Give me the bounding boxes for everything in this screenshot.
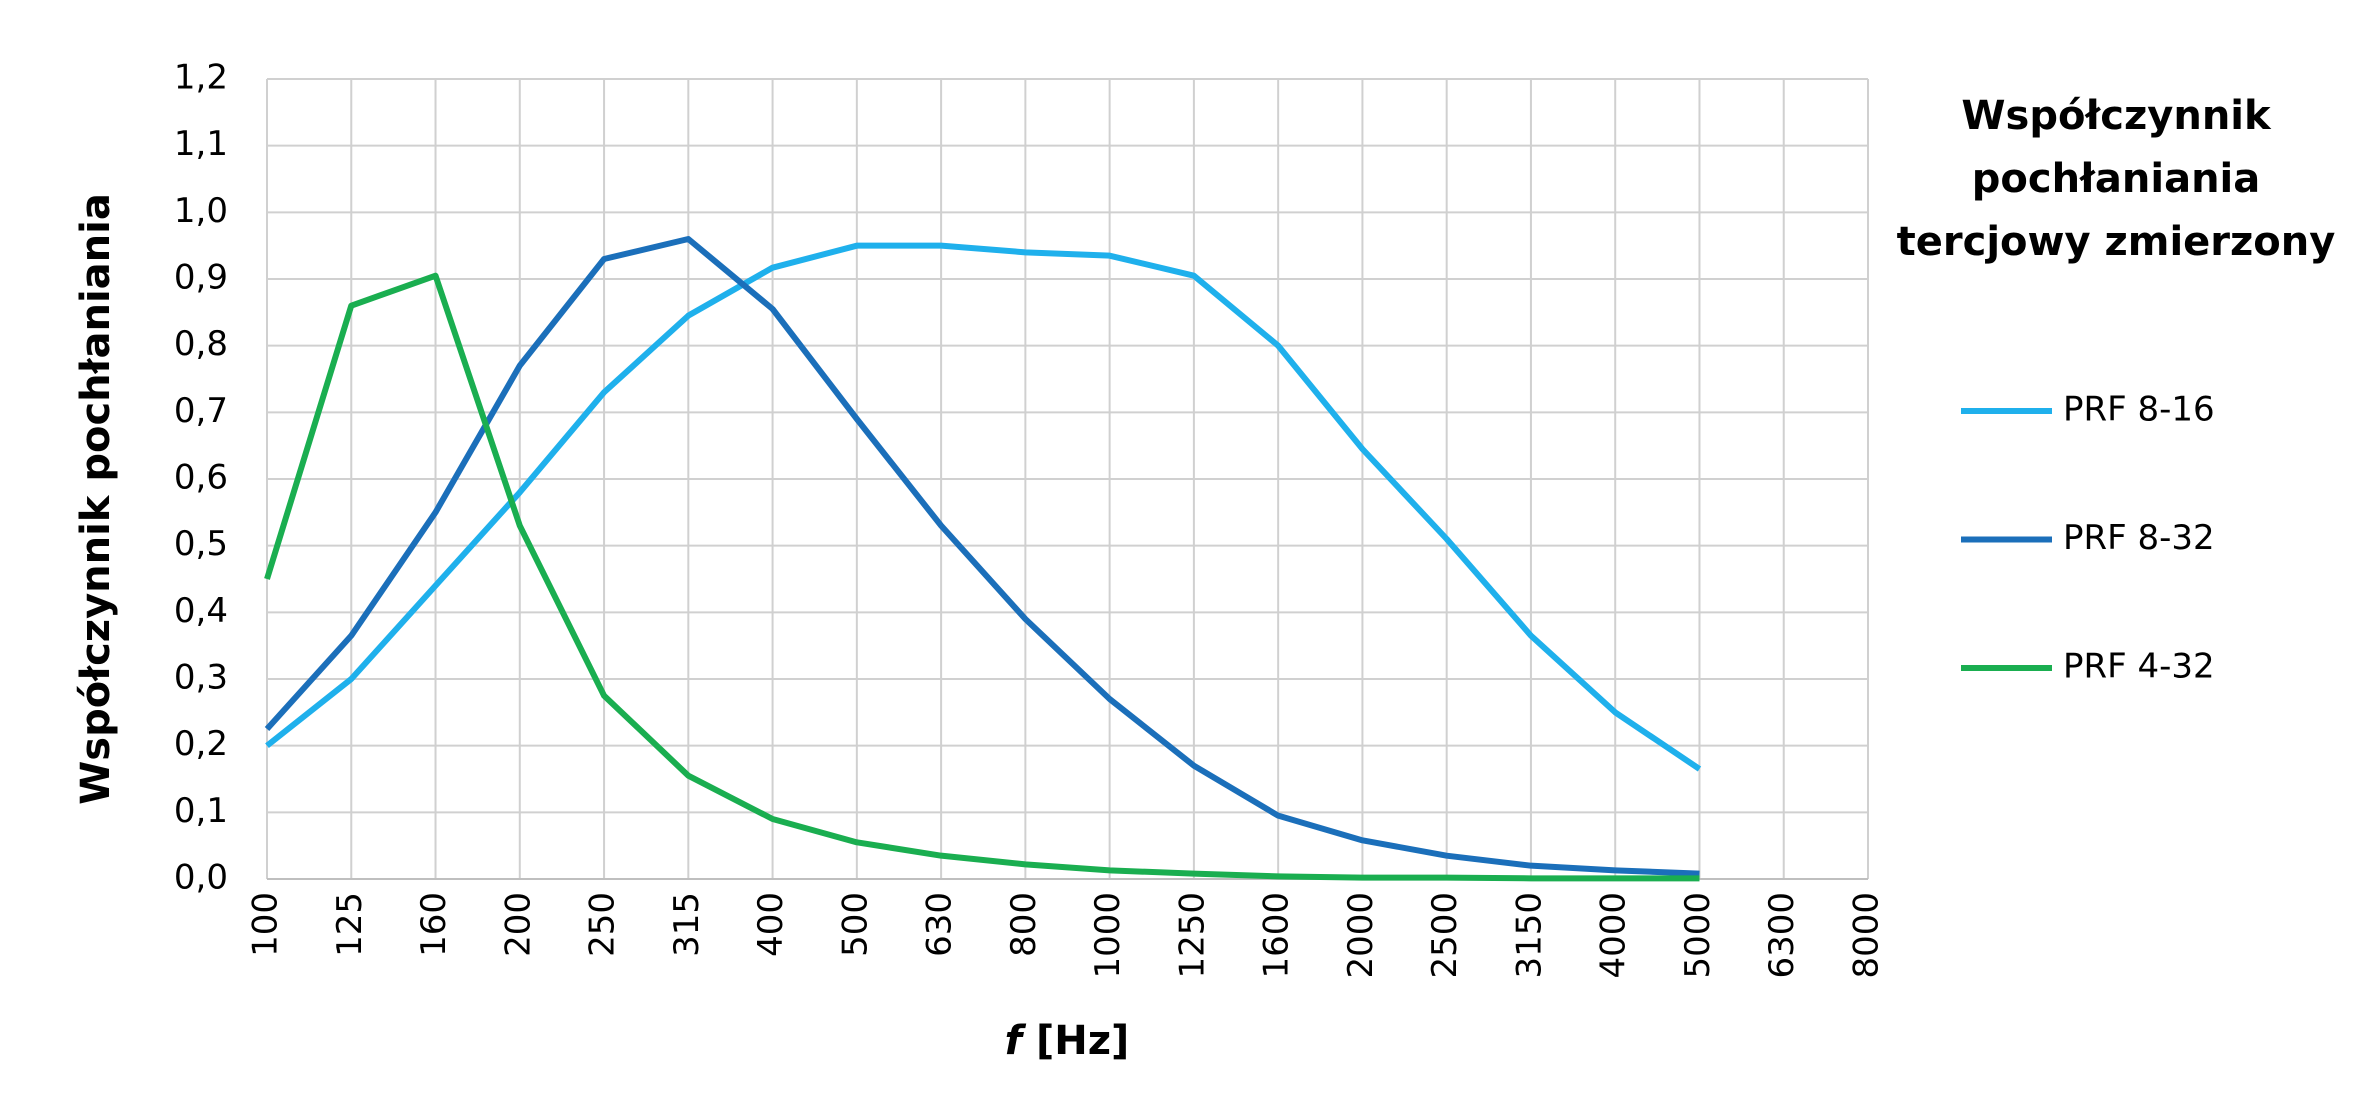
x-tick-label: 1250 [1172, 892, 1212, 979]
x-tick-label: 6300 [1762, 892, 1802, 979]
x-tick-label: 1600 [1257, 892, 1297, 979]
y-tick-label: 0,3 [174, 658, 228, 698]
x-tick-label: 125 [330, 892, 370, 957]
x-tick-label: 1000 [1088, 892, 1128, 979]
y-tick-label: 0,0 [174, 858, 228, 898]
y-tick-label: 0,1 [174, 791, 228, 831]
y-tick-label: 0,2 [174, 724, 228, 764]
legend-label: PRF 4-32 [2063, 647, 2215, 687]
x-tick-label: 4000 [1594, 892, 1634, 979]
x-tick-label: 500 [835, 892, 875, 957]
x-tick-label: 315 [667, 892, 707, 957]
y-axis-label: Współczynnik pochłaniania [73, 193, 119, 805]
x-tick-label: 100 [246, 892, 286, 957]
x-tick-label: 160 [414, 892, 454, 957]
x-tick-label: 800 [1004, 892, 1044, 957]
x-tick-label: 400 [751, 892, 791, 957]
x-tick-label: 200 [498, 892, 538, 957]
x-tick-label: 2500 [1425, 892, 1465, 979]
legend-label: PRF 8-16 [2063, 390, 2215, 430]
x-tick-label: 5000 [1678, 892, 1718, 979]
legend-title: Współczynnik [1961, 93, 2272, 139]
legend-label: PRF 8-32 [2063, 518, 2215, 558]
series-line [265, 242, 1702, 772]
y-tick-label: 0,4 [174, 591, 228, 631]
y-tick-label: 1,0 [174, 191, 228, 231]
series-line [264, 272, 1700, 882]
x-tick-label: 630 [920, 892, 960, 957]
y-tick-label: 1,2 [174, 58, 228, 98]
y-tick-label: 0,6 [174, 458, 228, 498]
y-tick-label: 1,1 [174, 124, 228, 164]
x-axis-label: f [Hz] [1005, 1018, 1130, 1064]
x-axis-variable: f [1005, 1018, 1027, 1064]
legend-title: tercjowy zmierzony [1897, 219, 2336, 265]
x-tick-label: 3150 [1509, 892, 1549, 979]
legend-title: pochłaniania [1972, 156, 2261, 202]
y-tick-label: 0,9 [174, 258, 228, 298]
x-tick-label: 8000 [1847, 892, 1887, 979]
x-tick-label: 2000 [1341, 892, 1381, 979]
y-tick-label: 0,7 [174, 391, 228, 431]
series-line [264, 236, 1700, 877]
y-tick-label: 0,5 [174, 524, 228, 564]
x-axis-unit: [Hz] [1036, 1018, 1129, 1064]
y-tick-label: 0,8 [174, 324, 228, 364]
x-tick-label: 250 [583, 892, 623, 957]
